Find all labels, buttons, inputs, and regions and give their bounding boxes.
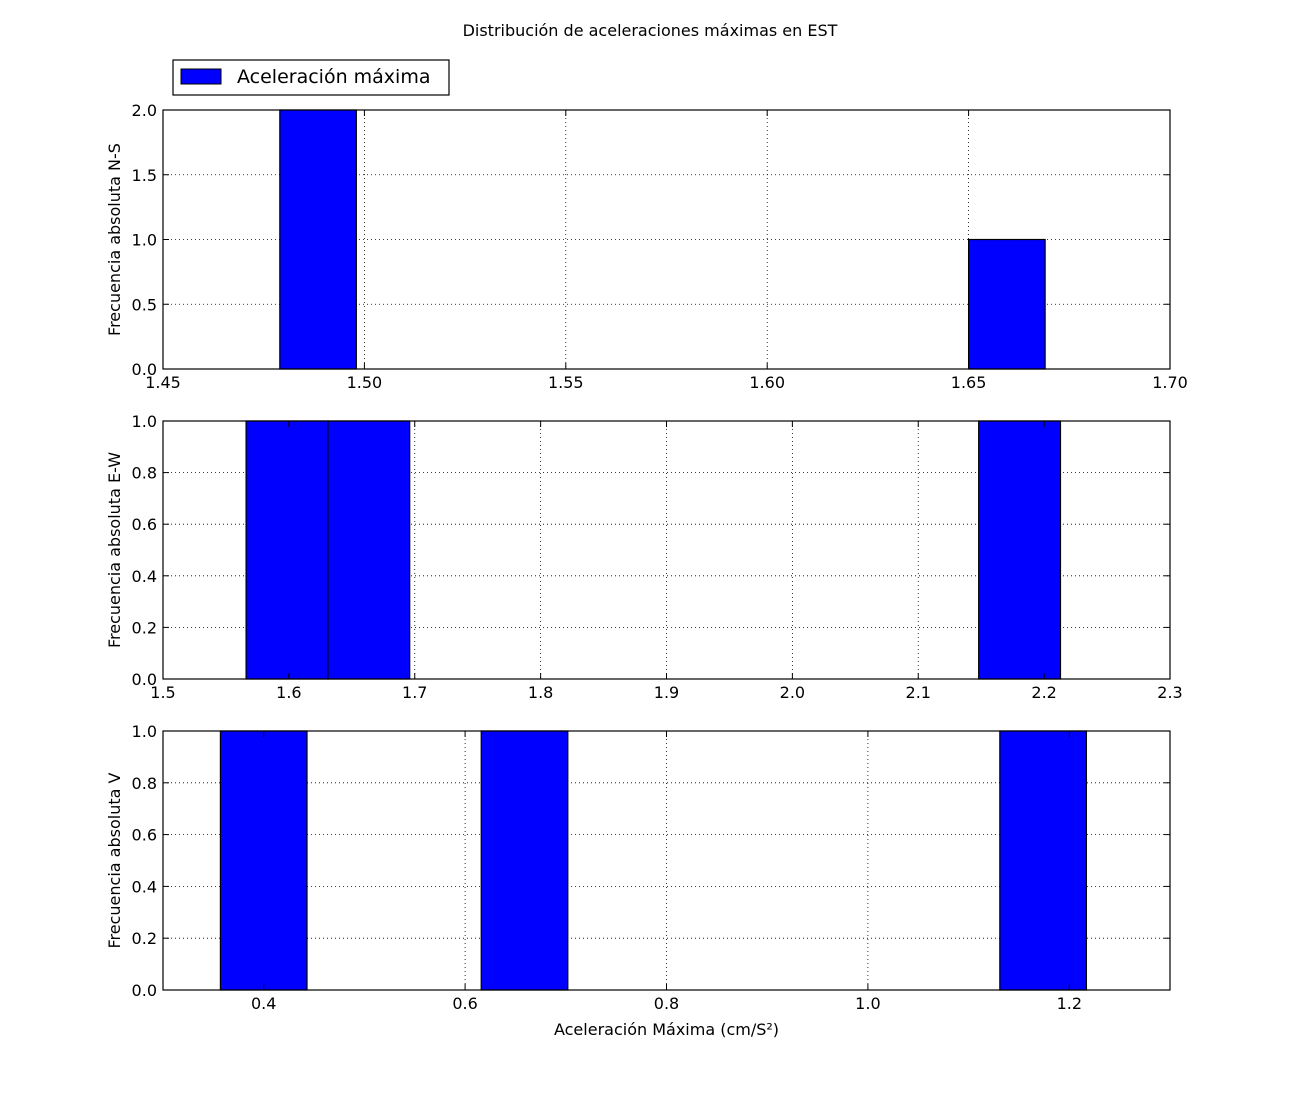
subplot-2-ytick-label-0: 0.0: [132, 981, 157, 1000]
subplot-2-ytick-label-4: 0.8: [132, 774, 157, 793]
subplot-0-ytick-label-0: 0.0: [132, 360, 157, 379]
subplot-1-ytick-label-2: 0.4: [132, 567, 157, 586]
subplot-ew: 1.5 1.6 1.7 1.8 1.9 2.0 2.1 2.2 2.3 0.0 0.2 0.4 0.6 0…: [105, 412, 1183, 702]
subplot-1-bar-0: [245, 420, 329, 680]
subplot-2-ytick-label-1: 0.2: [132, 929, 157, 948]
subplot-0-ytick-label-4: 2.0: [132, 101, 157, 120]
subplot-1-xtick-label-7: 2.2: [1031, 683, 1056, 702]
subplot-1-xtick-label-4: 1.9: [654, 683, 679, 702]
subplot-2-ytick-label-3: 0.6: [132, 826, 157, 845]
subplot-0-xtick-label-0: 1.45: [145, 373, 181, 392]
subplot-0-xtick-label-1: 1.50: [347, 373, 383, 392]
subplot-2-ytick-label-5: 1.0: [132, 722, 157, 741]
subplot-2-bar-1: [480, 730, 569, 991]
subplot-0-ytick-label-1: 0.5: [132, 295, 157, 314]
subplot-1-bar-2: [978, 420, 1062, 680]
subplot-1-ytick-label-0: 0.0: [132, 670, 157, 689]
subplot-1-xtick-label-0: 1.5: [150, 683, 175, 702]
subplot-1-xtick-label-3: 1.8: [528, 683, 553, 702]
subplot-2-xtick-label-2: 0.8: [654, 994, 679, 1013]
chart-title: Distribución de aceleraciones máximas en…: [463, 21, 838, 40]
subplot-0-bar-1: [967, 238, 1046, 370]
subplot-ns: 1.45 1.50 1.55 1.60 1.65 1.70 0.0 0.5 1.0 1.5 2.0 F…: [105, 101, 1188, 392]
legend-label: Aceleración máxima: [237, 66, 430, 88]
subplot-1-ytick-label-3: 0.6: [132, 515, 157, 534]
subplot-0-xtick-label-3: 1.60: [749, 373, 785, 392]
subplot-0-xtick-label-2: 1.55: [548, 373, 584, 392]
subplot-0-xtick-label-5: 1.70: [1152, 373, 1188, 392]
legend-swatch: [180, 68, 222, 85]
subplot-1-xtick-label-5: 2.0: [780, 683, 805, 702]
subplot-0-ylabel: Frecuencia absoluta N-S: [105, 143, 124, 336]
subplot-2-xtick-label-3: 1.0: [855, 994, 880, 1013]
subplot-2-xlabel: Aceleración Máxima (cm/S²): [554, 1020, 779, 1039]
subplot-1-xtick-label-2: 1.7: [402, 683, 427, 702]
subplot-1-ytick-label-4: 0.8: [132, 464, 157, 483]
subplot-0-ytick-label-2: 1.0: [132, 231, 157, 250]
subplot-2-xtick-label-1: 0.6: [452, 994, 477, 1013]
subplot-v: 0.4 0.6 0.8 1.0 1.2 0.0 0.2 0.4 0.6 0.8 1.0 Frecuen…: [105, 722, 1171, 1039]
subplot-1-xtick-label-8: 2.3: [1157, 683, 1182, 702]
subplot-1-xtick-label-6: 2.1: [906, 683, 931, 702]
subplot-1-bar-1: [327, 420, 411, 680]
subplot-1-ylabel: Frecuencia absoluta E-W: [105, 452, 124, 648]
subplot-1-ytick-label-1: 0.2: [132, 618, 157, 637]
subplot-0-xtick-label-4: 1.65: [951, 373, 987, 392]
subplot-0-ytick-label-3: 1.5: [132, 166, 157, 185]
legend: Aceleración máxima: [172, 59, 450, 96]
subplot-2-ylabel: Frecuencia absoluta V: [105, 772, 124, 948]
subplot-2-xtick-label-0: 0.4: [251, 994, 276, 1013]
subplot-2-ytick-label-2: 0.4: [132, 877, 157, 896]
subplot-1-ytick-label-5: 1.0: [132, 412, 157, 431]
subplot-2-bar-0: [219, 730, 308, 991]
subplot-0-bar-0: [279, 109, 357, 370]
subplot-2-xtick-label-4: 1.2: [1057, 994, 1082, 1013]
subplot-2-bar-2: [999, 730, 1088, 991]
subplot-1-xtick-label-1: 1.6: [276, 683, 301, 702]
